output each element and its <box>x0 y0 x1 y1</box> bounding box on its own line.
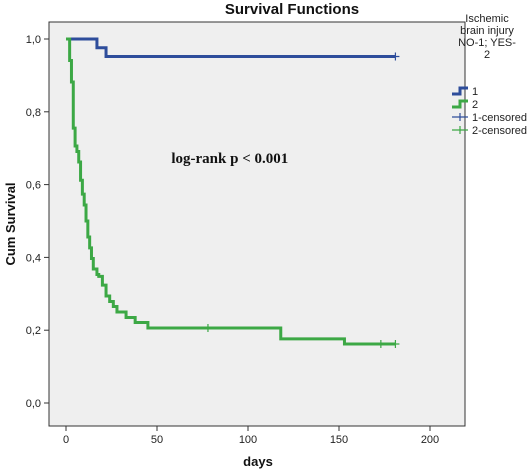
y-tick-label: 0,0 <box>26 398 41 410</box>
legend-title-line: 2 <box>484 49 490 61</box>
censor-mark <box>203 324 212 333</box>
legend-censor-swatch <box>452 113 468 121</box>
y-tick-label: 0,6 <box>26 180 41 192</box>
y-axis-title: Cum Survival <box>3 182 18 265</box>
legend-entry-label: 1-censored <box>472 112 527 124</box>
series-layer <box>66 37 400 349</box>
censor-mark <box>376 340 385 349</box>
axis-ticks: 0 50 100 150 200 0,0 0,2 0,4 0,6 0,8 1,0 <box>26 34 439 446</box>
legend-title-line: NO-1; YES- <box>458 37 516 49</box>
chart-title: Survival Functions <box>225 1 359 18</box>
y-tick-label: 1,0 <box>26 34 41 46</box>
x-tick-label: 200 <box>421 434 439 446</box>
x-tick-label: 0 <box>63 434 69 446</box>
legend-entry-label: 2 <box>472 99 478 111</box>
legend-line-swatch <box>452 99 468 109</box>
legend-censor-swatch <box>452 126 468 134</box>
series-1-curve <box>66 37 396 58</box>
censor-mark <box>391 340 400 349</box>
legend-title-line: brain injury <box>460 25 514 37</box>
y-tick-label: 0,2 <box>26 325 41 337</box>
x-tick-label: 150 <box>330 434 348 446</box>
legend-line-swatch <box>452 86 468 96</box>
censor-mark <box>391 52 400 61</box>
legend-entry-label: 1 <box>472 86 478 98</box>
series-2-curve <box>66 37 396 346</box>
y-tick-label: 0,8 <box>26 107 41 119</box>
log-rank-annotation: log-rank p < 0.001 <box>171 151 288 167</box>
legend: Ischemic brain injury NO-1; YES- 2 121-c… <box>452 13 527 137</box>
x-axis-title: days <box>243 454 273 469</box>
y-tick-label: 0,4 <box>26 252 41 264</box>
plot-area <box>48 21 466 427</box>
legend-entry-label: 2-censored <box>472 125 527 137</box>
x-tick-label: 50 <box>151 434 163 446</box>
legend-title-line: Ischemic <box>465 13 509 25</box>
x-tick-label: 100 <box>239 434 257 446</box>
